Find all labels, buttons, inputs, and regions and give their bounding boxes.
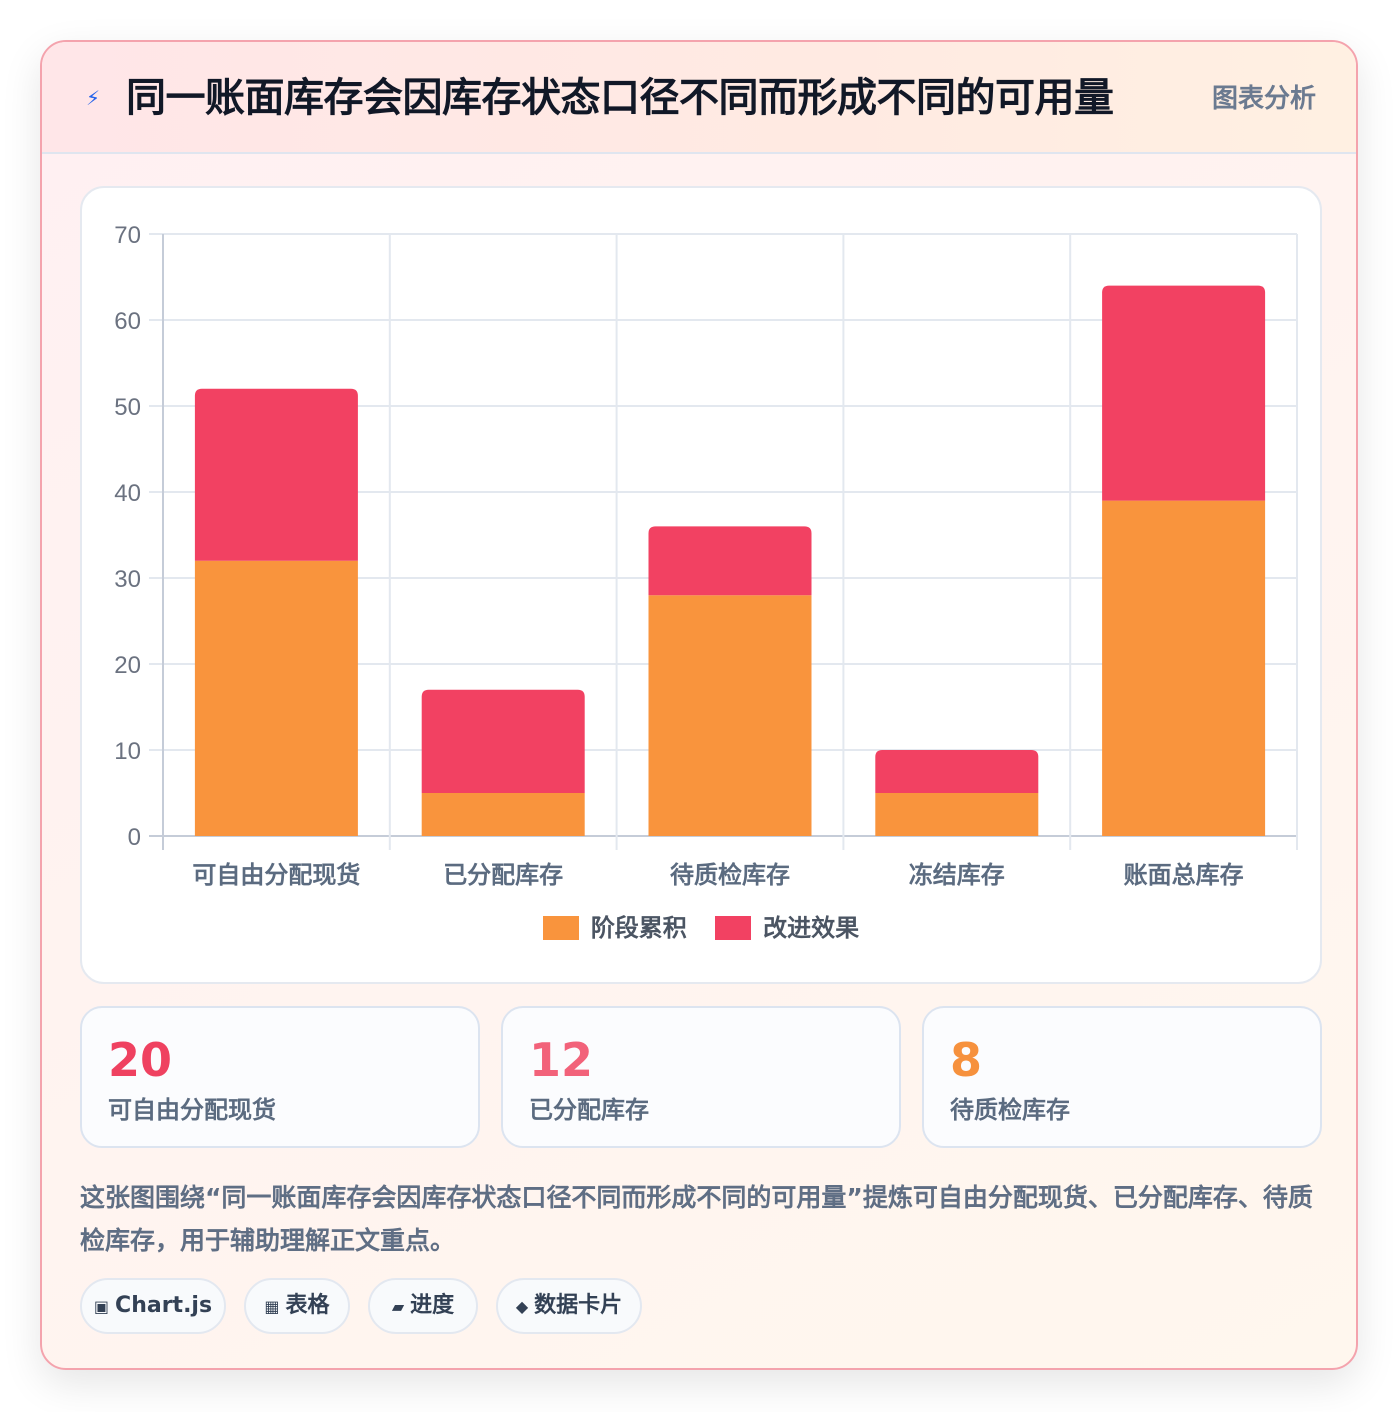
legend-swatch-0	[542, 916, 579, 940]
legend-swatch-1	[715, 916, 752, 940]
stat-card-inspection-stock: 8 待质检库存	[922, 1006, 1322, 1148]
y-tick-label: 0	[128, 824, 141, 851]
card-header: ⚡ 同一账面库存会因库存状态口径不同而形成不同的可用量 图表分析	[42, 42, 1356, 154]
tag-label: 数据卡片	[534, 1293, 623, 1318]
tag-table[interactable]: ▦ 表格	[244, 1278, 350, 1334]
bar-improvement-effect	[1102, 285, 1266, 501]
bar-stage-accumulation	[648, 595, 812, 836]
stat-value: 12	[529, 1033, 594, 1087]
stacked-bar-chart: 0 10 20 30 40 50 60 70 可自由分配现货 已分配库存 待质检库存 冻结库存 账面总库…	[114, 222, 1298, 889]
bar-improvement-effect	[421, 689, 585, 793]
y-tick-label: 30	[114, 566, 141, 593]
chart-legend: 阶段累积 改进效果	[82, 912, 1320, 944]
stat-value: 8	[950, 1033, 983, 1087]
bar-improvement-effect	[194, 388, 358, 561]
tag-label: 进度	[410, 1293, 455, 1318]
legend-label-1: 改进效果	[763, 914, 860, 942]
lightning-icon: ⚡	[86, 86, 101, 110]
y-tick-label: 50	[114, 394, 141, 421]
x-tick-label: 可自由分配现货	[192, 861, 360, 889]
stat-label: 已分配库存	[529, 1096, 649, 1124]
progress-icon: ▰	[391, 1297, 405, 1316]
bar-stage-accumulation	[1102, 500, 1266, 836]
stat-label: 待质检库存	[950, 1096, 1070, 1124]
y-tick-label: 60	[114, 308, 141, 335]
tag-label: 表格	[285, 1293, 330, 1318]
chart-panel: 0 10 20 30 40 50 60 70 可自由分配现货 已分配库存 待质检库存 冻结库存 账面总库…	[80, 186, 1322, 984]
stat-card-allocated-stock: 12 已分配库存	[501, 1006, 901, 1148]
bar-stage-accumulation	[875, 793, 1039, 836]
bar-stage-accumulation	[421, 793, 585, 836]
bar-stage-accumulation	[194, 560, 358, 836]
x-tick-label: 冻结库存	[909, 861, 1005, 889]
tag-label: Chart.js	[115, 1293, 213, 1318]
tag-chartjs[interactable]: ▣ Chart.js	[80, 1278, 226, 1334]
x-tick-label: 账面总库存	[1124, 861, 1244, 889]
legend-item-series-1[interactable]: 改进效果	[715, 912, 859, 944]
tag-data-card[interactable]: ◆ 数据卡片	[496, 1278, 642, 1334]
legend-item-series-0[interactable]: 阶段累积	[542, 912, 687, 944]
stat-card-free-stock: 20 可自由分配现货	[80, 1006, 480, 1148]
y-tick-label: 20	[114, 652, 141, 679]
chart-description: 这张图围绕“同一账面库存会因库存状态口径不同而形成不同的可用量”提炼可自由分配现…	[80, 1183, 1313, 1255]
table-icon: ▦	[264, 1297, 280, 1316]
x-tick-label: 已分配库存	[443, 861, 563, 889]
y-tick-label: 70	[114, 222, 141, 249]
bar-improvement-effect	[875, 750, 1039, 793]
stat-label: 可自由分配现货	[108, 1096, 276, 1124]
chart-card: ⚡ 同一账面库存会因库存状态口径不同而形成不同的可用量 图表分析 0 10 20 30…	[40, 40, 1358, 1370]
chart-icon: ▣	[93, 1297, 110, 1316]
tag-progress[interactable]: ▰ 进度	[368, 1278, 478, 1334]
y-tick-label: 10	[114, 738, 141, 765]
diamond-icon: ◆	[515, 1297, 529, 1316]
legend-label-0: 阶段累积	[590, 914, 687, 942]
header-tag: 图表分析	[1211, 84, 1316, 114]
x-tick-label: 待质检库存	[670, 861, 790, 889]
page-title: 同一账面库存会因库存状态口径不同而形成不同的可用量	[126, 75, 1114, 121]
stat-value: 20	[108, 1033, 173, 1087]
stat-cards: 20 可自由分配现货 12 已分配库存 8 待质检库存	[80, 1006, 1322, 1148]
y-tick-label: 40	[114, 480, 141, 507]
bar-improvement-effect	[648, 526, 812, 596]
